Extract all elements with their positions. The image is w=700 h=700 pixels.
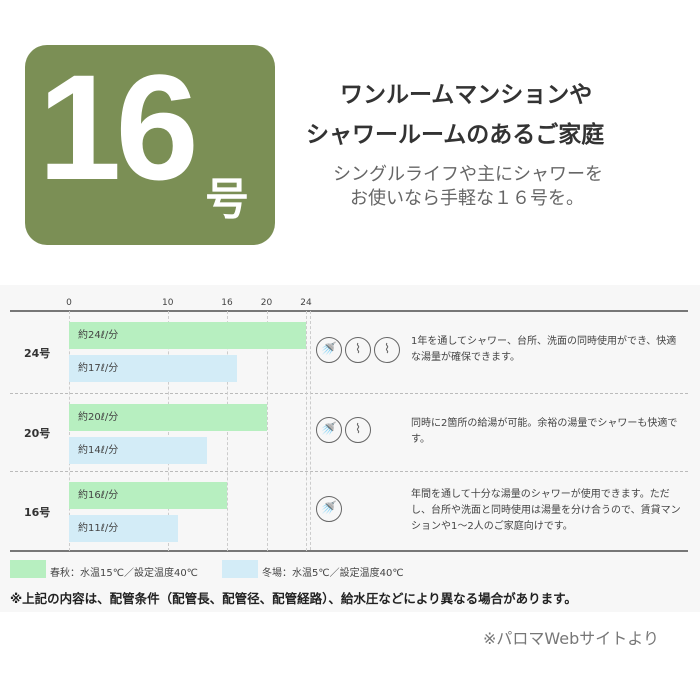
model-suffix: 号 [205,174,249,225]
shower-icon: 🚿 [316,336,342,363]
disclaimer-note: ※上記の内容は、配管条件（配管長、配管径、配管経路）、給水圧などにより異なる場合… [10,591,577,606]
x-gridline [167,311,169,551]
shower-icon: 🚿 [316,417,342,443]
legend-swatch-winter [222,560,258,578]
bar-spring-autumn: 約16ℓ/分 [69,482,227,509]
header-rule [10,310,688,312]
subheading-line-2: お使いなら手軽な１６号を。 [350,188,584,209]
bar-spring-autumn: 約20ℓ/分 [69,404,267,431]
x-gridline [69,311,70,551]
legend-swatch-spring-autumn [10,560,46,578]
row-description: 年間を通して十分な湯量のシャワーが使用できます。ただし、台所や洗面と同時使用は湯… [411,488,681,532]
x-tick-label: 20 [260,298,273,308]
subheading-line-1: シングルライフや主にシャワーを [333,164,603,185]
bar-spring-autumn: 約24ℓ/分 [69,322,306,349]
bar-winter: 約17ℓ/分 [69,355,237,382]
x-gridline [306,311,307,551]
model-number: 16 [38,43,199,211]
heading-line-2: シャワールームのあるご家庭 [306,122,605,148]
shower-icon: 🚿 [316,495,342,522]
legend-label-spring-autumn: 春秋：水温15℃／設定温度40℃ [50,568,198,579]
faucet-icon: ⌇ [345,417,371,443]
x-tick-label: 16 [221,298,233,308]
x-tick-label: 10 [162,298,174,308]
faucet-icon: ⌇ [374,336,400,363]
source-credit: ※パロマWebサイトより [483,629,659,648]
column-divider [310,311,311,550]
bar-winter: 約11ℓ/分 [69,515,178,542]
x-tick-label: 24 [300,298,312,308]
faucet-icon: ⌇ [345,336,371,363]
footer-rule [10,550,688,552]
legend-label-winter: 冬場：水温5℃／設定温度40℃ [262,568,404,579]
row-label-24号: 24号 [24,346,51,360]
row-description: 1年を通してシャワー、台所、洗面の同時使用ができ、快適な湯量が確保できます。 [411,336,677,363]
row-divider [10,471,688,472]
heading-line-1: ワンルームマンションや [340,82,593,108]
x-gridline [227,311,228,551]
row-divider [10,393,688,394]
row-description: 同時に2箇所の給湯が可能。余裕の湯量でシャワーも快適です。 [411,418,678,445]
x-tick-label: 0 [66,298,72,308]
row-label-16号: 16号 [24,505,51,519]
x-gridline [266,311,268,551]
bar-winter: 約14ℓ/分 [69,437,208,464]
model-badge [25,45,275,245]
row-label-20号: 20号 [24,427,51,440]
